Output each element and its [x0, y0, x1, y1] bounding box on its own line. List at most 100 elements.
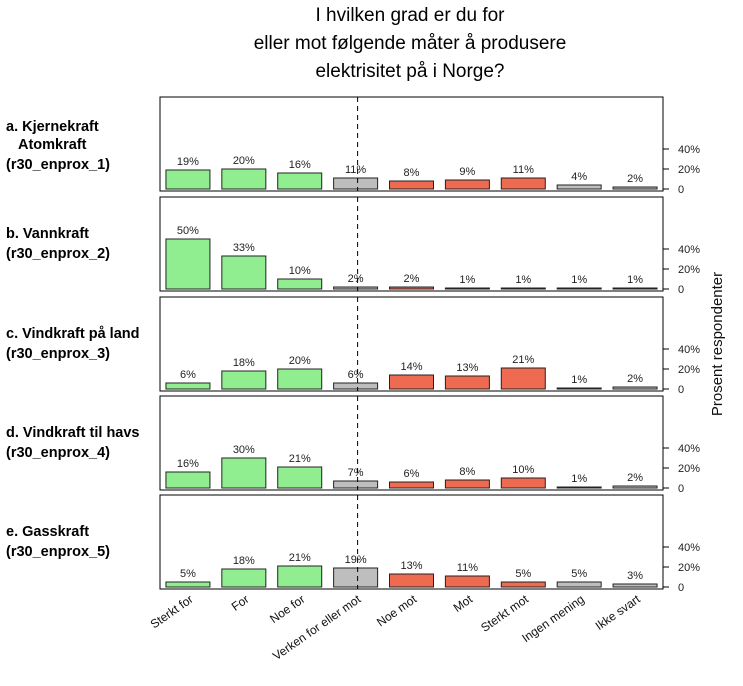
data-label: 10%	[289, 265, 311, 277]
data-label: 6%	[180, 369, 196, 381]
chart-title-line: I hvilken grad er du for	[315, 5, 505, 26]
bar	[444, 375, 490, 390]
data-label: 13%	[456, 362, 478, 374]
panel-label: d. Vindkraft til havs	[6, 425, 140, 441]
data-label: 2%	[348, 273, 364, 285]
bar	[389, 180, 434, 190]
y-axis-title: Prosent respondenter	[709, 272, 726, 416]
bar	[165, 581, 211, 588]
y-tick-label: 0	[678, 384, 684, 396]
data-label: 1%	[571, 374, 587, 386]
data-label: 16%	[289, 159, 311, 171]
y-tick-label: 0	[678, 582, 684, 594]
y-tick-label: 20%	[678, 264, 700, 276]
y-tick-label: 0	[678, 483, 684, 495]
category-label: Sterkt mot	[478, 592, 531, 635]
data-label: 10%	[512, 464, 534, 476]
panel-label: (r30_enprox_1)	[6, 157, 110, 173]
data-label: 1%	[627, 274, 643, 286]
bar	[221, 568, 267, 588]
bar	[444, 179, 490, 190]
category-label: Ingen mening	[519, 592, 587, 645]
chart-title-line: eller mot følgende måter å produsere	[254, 33, 567, 54]
bar	[612, 287, 658, 290]
data-label: 8%	[459, 466, 475, 478]
panel-frame	[159, 395, 664, 491]
bar	[277, 368, 323, 390]
data-label: 5%	[571, 568, 587, 580]
panel-label: b. Vannkraft	[6, 226, 89, 242]
data-label: 11%	[457, 562, 478, 574]
chart-panels: 19% 20% 16% 11% 8% 9% 11% 4% 2% 0 20% 40% a. Kjernek…	[6, 96, 700, 594]
bar	[612, 186, 658, 190]
bar	[277, 172, 323, 190]
bar	[444, 479, 490, 489]
bar	[277, 466, 323, 489]
bar	[444, 575, 490, 588]
y-tick-label: 0	[678, 284, 684, 296]
y-tick-label: 0	[678, 184, 684, 196]
data-label: 5%	[180, 568, 196, 580]
panel-frame	[159, 296, 664, 392]
bar	[333, 480, 379, 489]
bar	[165, 238, 211, 290]
panel-label: (r30_enprox_5)	[6, 544, 110, 560]
chart-title-line: elektrisitet på i Norge?	[315, 61, 504, 82]
category-label: Noe mot	[374, 592, 420, 630]
data-label: 5%	[515, 568, 531, 580]
bar	[333, 567, 379, 588]
category-label: Sterkt for	[148, 592, 196, 631]
bar	[333, 177, 379, 190]
panel-label: Atomkraft	[18, 137, 87, 153]
bar	[333, 382, 379, 390]
panel-label: e. Gasskraft	[6, 524, 89, 540]
data-label: 2%	[627, 472, 643, 484]
data-label: 1%	[571, 473, 587, 485]
panel-label: c. Vindkraft på land	[6, 326, 140, 342]
bar	[221, 255, 267, 290]
data-label: 21%	[512, 354, 534, 366]
data-label: 1%	[515, 274, 531, 286]
panel-label: (r30_enprox_3)	[6, 346, 110, 362]
bar	[500, 287, 546, 290]
data-label: 16%	[177, 458, 199, 470]
bar	[165, 169, 211, 190]
bar	[500, 177, 546, 190]
panel-label: a. Kjernekraft	[6, 119, 99, 135]
data-label: 2%	[627, 373, 643, 385]
category-label: Ikke svart	[593, 592, 644, 633]
bar	[277, 278, 323, 290]
data-label: 6%	[348, 369, 364, 381]
panel-frame	[159, 494, 664, 590]
y-tick-label: 20%	[678, 562, 700, 574]
bar	[221, 168, 267, 190]
category-label: Noe for	[267, 592, 307, 626]
y-tick-label: 20%	[678, 463, 700, 475]
bar	[444, 287, 490, 290]
bar	[556, 486, 602, 489]
chart-title: I hvilken grad er du for eller mot følgen…	[254, 5, 567, 82]
y-tick-label: 40%	[678, 144, 700, 156]
panel-frame	[159, 196, 664, 292]
panel-e: 5% 18% 21% 19% 13% 11% 5% 5% 3% 0 20% 40% e. Gasskra…	[6, 494, 700, 594]
bar	[389, 481, 434, 489]
data-label: 11%	[345, 164, 366, 176]
y-tick-label: 40%	[678, 244, 700, 256]
data-label: 19%	[345, 554, 367, 566]
bar	[389, 374, 434, 390]
bar	[556, 287, 602, 290]
y-tick-label: 40%	[678, 443, 700, 455]
data-label: 1%	[571, 274, 587, 286]
y-tick-label: 40%	[678, 542, 700, 554]
data-label: 14%	[400, 361, 422, 373]
bar	[556, 387, 602, 390]
category-label: For	[229, 592, 252, 614]
bar	[500, 581, 546, 588]
bar	[556, 184, 602, 190]
data-label: 21%	[289, 453, 311, 465]
bar	[221, 370, 267, 390]
bar	[612, 583, 658, 588]
data-label: 50%	[177, 225, 199, 237]
